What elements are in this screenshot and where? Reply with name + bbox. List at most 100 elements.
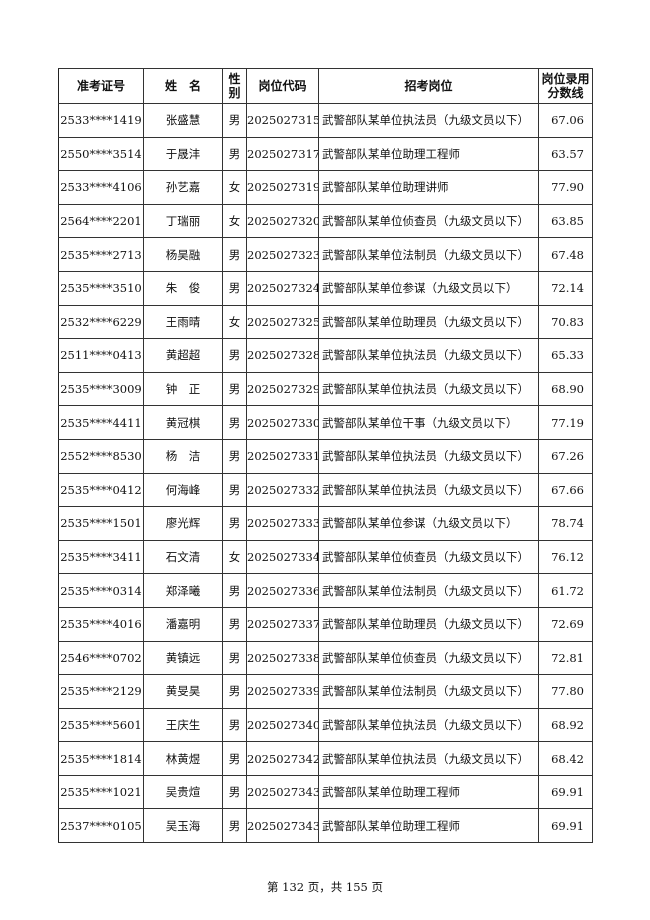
cell-score: 68.90 (538, 371, 593, 407)
cell-exam-id: 2564****2201 (58, 203, 144, 239)
cell-gender: 女 (222, 203, 247, 239)
table-row: 2535****4411 黄冠棋男 2025027330 武警部队某单位干事（九级文员… (58, 405, 593, 440)
cell-exam-id: 2535****0314 (58, 573, 144, 608)
cell-gender: 男 (222, 506, 247, 541)
cell-post-code: 2025027329 (246, 371, 319, 407)
cell-score: 68.42 (538, 741, 593, 776)
cell-gender: 男 (222, 136, 247, 172)
cell-exam-id: 2535****3009 (58, 371, 144, 407)
cell-gender: 男 (222, 270, 247, 306)
table-row: 2532****6229 王雨晴女 2025027325 武警部队某单位助理员（九级文… (58, 304, 593, 340)
cell-post-code: 2025027331 (246, 438, 319, 474)
cell-score: 69.91 (538, 808, 593, 844)
cell-exam-id: 2535****1814 (58, 741, 144, 776)
cell-score: 63.85 (538, 203, 593, 239)
page-footer: 第 132 页，共 155 页 (266, 880, 384, 894)
cell-exam-id: 2535****1501 (58, 506, 144, 541)
table-row: 2535****2713 杨昊融男 2025027323 武警部队某单位法制员（九级文… (58, 237, 593, 272)
cell-post: 武警部队某单位执法员（九级文员以下） (318, 371, 539, 407)
header-gender: 性别 (222, 68, 247, 104)
table-row: 2552****8530 杨 洁男 2025027331 武警部队某单位执法员（九级文… (58, 438, 593, 474)
cell-gender: 男 (222, 472, 247, 508)
cell-post: 武警部队某单位法制员（九级文员以下） (318, 573, 539, 608)
cell-post: 武警部队某单位侦查员（九级文员以下） (318, 640, 539, 676)
cell-score: 67.26 (538, 438, 593, 474)
cell-post: 武警部队某单位助理工程师 (318, 136, 539, 172)
cell-post-code: 2025027343 (246, 774, 319, 810)
cell-gender: 男 (222, 808, 247, 844)
cell-name: 于晟沣 (143, 136, 223, 172)
cell-post: 武警部队某单位执法员（九级文员以下） (318, 338, 539, 373)
table-row: 2533****1419 张盛慧男 2025027315 武警部队某单位执法员（九级文… (58, 103, 593, 138)
cell-score: 72.14 (538, 270, 593, 306)
cell-gender: 男 (222, 237, 247, 272)
cell-name: 黄旻昊 (143, 674, 223, 709)
cell-post-code: 2025027339 (246, 674, 319, 709)
cell-score: 78.74 (538, 506, 593, 541)
cell-post: 武警部队某单位助理工程师 (318, 774, 539, 810)
cell-post-code: 2025027338 (246, 640, 319, 676)
cell-name: 黄冠棋 (143, 405, 223, 440)
cell-post-code: 2025027330 (246, 405, 319, 440)
cell-gender: 男 (222, 573, 247, 608)
cell-gender: 男 (222, 606, 247, 642)
cell-exam-id: 2535****3510 (58, 270, 144, 306)
cell-post-code: 2025027325 (246, 304, 319, 340)
cell-name: 丁瑞丽 (143, 203, 223, 239)
cell-post-code: 2025027334 (246, 539, 319, 575)
cell-exam-id: 2537****0105 (58, 808, 144, 844)
cell-exam-id: 2535****0412 (58, 472, 144, 508)
cell-gender: 男 (222, 741, 247, 776)
table-row: 2535****1021 吴贵煊男 2025027343 武警部队某单位助理工程师 69… (58, 774, 593, 810)
cell-score: 61.72 (538, 573, 593, 608)
cell-score: 67.66 (538, 472, 593, 508)
cell-post-code: 2025027342 (246, 741, 319, 776)
cell-post-code: 2025027337 (246, 606, 319, 642)
header-exam-id: 准考证号 (58, 68, 144, 104)
cell-post-code: 2025027328 (246, 338, 319, 373)
cell-exam-id: 2535****3411 (58, 539, 144, 575)
cell-name: 钟 正 (143, 371, 223, 407)
cell-post: 武警部队某单位法制员（九级文员以下） (318, 674, 539, 709)
table-row: 2535****3510 朱 俊男 2025027324 武警部队某单位参谋（九级文员… (58, 270, 593, 306)
table-row: 2537****0105 吴玉海男 2025027343 武警部队某单位助理工程师 69… (58, 808, 593, 844)
header-post-code: 岗位代码 (246, 68, 319, 104)
cell-score: 70.83 (538, 304, 593, 340)
cell-post: 武警部队某单位助理讲师 (318, 170, 539, 205)
cell-name: 黄镇远 (143, 640, 223, 676)
cell-post-code: 2025027332 (246, 472, 319, 508)
table-row: 2535****2129 黄旻昊男 2025027339 武警部队某单位法制员（九级文… (58, 674, 593, 709)
table-row: 2511****0413 黄超超男 2025027328 武警部队某单位执法员（九级文… (58, 338, 593, 373)
cell-exam-id: 2535****5601 (58, 707, 144, 743)
cell-exam-id: 2511****0413 (58, 338, 144, 373)
cell-exam-id: 2533****1419 (58, 103, 144, 138)
cell-gender: 男 (222, 674, 247, 709)
cell-name: 孙艺嘉 (143, 170, 223, 205)
cell-name: 石文清 (143, 539, 223, 575)
cell-gender: 男 (222, 438, 247, 474)
score-table: 准考证号 姓 名 性别 岗位代码 招考岗位 岗位录用分数线 2533****14… (58, 68, 593, 844)
table-row: 2535****0314 郑泽曦男 2025027336 武警部队某单位法制员（九级文… (58, 573, 593, 608)
cell-post: 武警部队某单位侦查员（九级文员以下） (318, 203, 539, 239)
cell-score: 68.92 (538, 707, 593, 743)
cell-post: 武警部队某单位侦查员（九级文员以下） (318, 539, 539, 575)
cell-name: 杨昊融 (143, 237, 223, 272)
cell-exam-id: 2552****8530 (58, 438, 144, 474)
cell-gender: 男 (222, 405, 247, 440)
cell-name: 吴贵煊 (143, 774, 223, 810)
cell-post-code: 2025027319 (246, 170, 319, 205)
cell-post-code: 2025027343 (246, 808, 319, 844)
cell-post: 武警部队某单位执法员（九级文员以下） (318, 472, 539, 508)
cell-score: 67.06 (538, 103, 593, 138)
header-score: 岗位录用分数线 (538, 68, 593, 104)
cell-name: 张盛慧 (143, 103, 223, 138)
cell-score: 63.57 (538, 136, 593, 172)
cell-post: 武警部队某单位助理员（九级文员以下） (318, 304, 539, 340)
cell-post-code: 2025027317 (246, 136, 319, 172)
cell-post: 武警部队某单位参谋（九级文员以下） (318, 270, 539, 306)
header-gender-text: 性别 (228, 72, 241, 100)
cell-exam-id: 2532****6229 (58, 304, 144, 340)
cell-post: 武警部队某单位干事（九级文员以下） (318, 405, 539, 440)
cell-score: 76.12 (538, 539, 593, 575)
cell-gender: 女 (222, 304, 247, 340)
